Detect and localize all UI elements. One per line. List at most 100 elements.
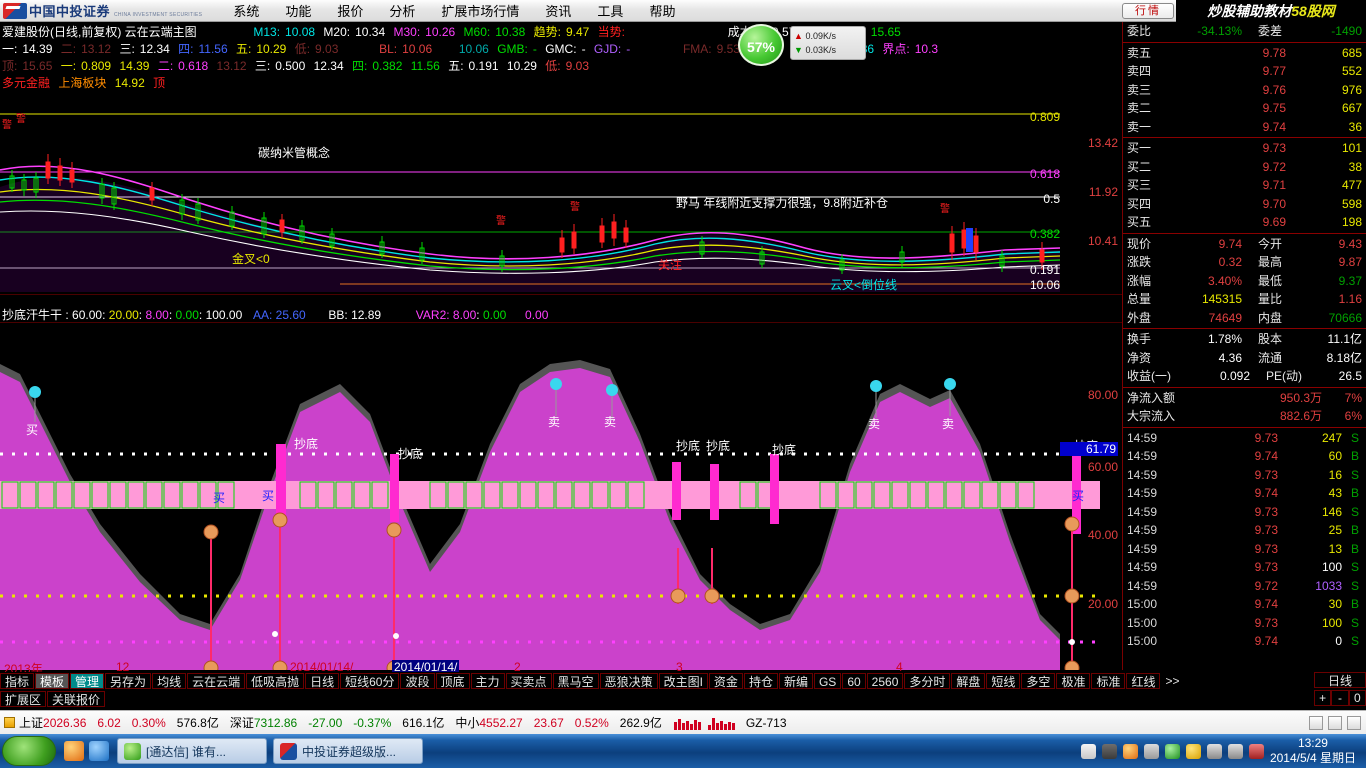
- float-label: 流通: [1258, 350, 1283, 365]
- quote-button[interactable]: 行情: [1122, 3, 1174, 19]
- ask-level-2[interactable]: 卖二 9.75 667: [1123, 99, 1366, 118]
- start-button[interactable]: [2, 736, 56, 766]
- indicator-toolbar-row-1[interactable]: 指标 模板 管理 另存为 均线 云在云端 低吸高抛 日线 短线60分 波段 顶底…: [0, 672, 1180, 689]
- toolbar-btn-shortline[interactable]: 短线: [986, 672, 1021, 689]
- toolbar-btn-analysis[interactable]: 解盘: [951, 672, 986, 689]
- toolbar-btn-more[interactable]: >>: [1165, 673, 1180, 688]
- toolbar-btn-changemain[interactable]: 改主图I: [658, 672, 708, 689]
- ask-level-4[interactable]: 卖四 9.77 552: [1123, 62, 1366, 81]
- toolbar-btn-linkedquote[interactable]: 关联报价: [47, 690, 106, 707]
- period-plus-button[interactable]: +: [1314, 690, 1332, 706]
- quick-launch-bar[interactable]: [64, 741, 109, 761]
- period-minus-button[interactable]: -: [1331, 690, 1349, 706]
- toolbar-btn-indicator[interactable]: 指标: [0, 672, 35, 689]
- toolbar-btn-funds[interactable]: 资金: [708, 672, 743, 689]
- toolbar-btn-saveas[interactable]: 另存为: [105, 672, 152, 689]
- network-percent-badge[interactable]: 57%: [738, 24, 784, 66]
- index-0-name[interactable]: 上证: [19, 716, 44, 730]
- index-1-name[interactable]: 深证: [229, 716, 254, 730]
- toolbar-btn-standard[interactable]: 标准: [1091, 672, 1126, 689]
- tray-input-method-icon[interactable]: [1248, 743, 1264, 759]
- status-user-icon[interactable]: [1328, 715, 1342, 730]
- toolbar-btn-2560[interactable]: 2560: [866, 672, 904, 689]
- menu-item-function[interactable]: 功能: [285, 4, 312, 19]
- toolbar-btn-redline[interactable]: 红线: [1126, 672, 1161, 689]
- toolbar-btn-mainforce[interactable]: 主力: [470, 672, 505, 689]
- toolbar-btn-swing[interactable]: 波段: [400, 672, 435, 689]
- menu-item-system[interactable]: 系统: [233, 4, 260, 19]
- quicklaunch-media-icon[interactable]: [89, 741, 109, 761]
- toolbar-btn-daily[interactable]: 日线: [305, 672, 340, 689]
- toolbar-btn-buylow[interactable]: 低吸高抛: [246, 672, 305, 689]
- period-selector[interactable]: 日线 + - 0: [1314, 672, 1366, 708]
- toolbar-btn-newedit[interactable]: 新编: [778, 672, 813, 689]
- toolbar-btn-buysellpoint[interactable]: 买卖点: [505, 672, 552, 689]
- index-2-name[interactable]: 中小: [455, 716, 480, 730]
- toolbar-btn-60[interactable]: 60: [842, 672, 866, 689]
- toolbar-btn-short60[interactable]: 短线60分: [340, 672, 400, 689]
- period-label[interactable]: 日线: [1314, 672, 1366, 688]
- ask-level-1[interactable]: 卖一 9.74 36: [1123, 118, 1366, 137]
- sub-var2-0: 8.00: [452, 308, 477, 322]
- toolbar-btn-gs[interactable]: GS: [813, 672, 842, 689]
- bid-level-2[interactable]: 买二 9.72 38: [1123, 158, 1366, 177]
- bid-level-3[interactable]: 买三 9.71 477: [1123, 176, 1366, 195]
- tray-volume-icon[interactable]: [1227, 743, 1243, 759]
- market-minibars-icon: [673, 716, 735, 730]
- tray-antivirus-icon[interactable]: [1185, 743, 1201, 759]
- indicator-toolbar-row-2[interactable]: 扩展区 关联报价: [0, 690, 1122, 707]
- status-lock-icon[interactable]: [1309, 715, 1323, 730]
- bid-level-1[interactable]: 买一 9.73 101: [1123, 139, 1366, 158]
- menu-item-news[interactable]: 资讯: [545, 4, 572, 19]
- bid-level-4[interactable]: 买四 9.70 598: [1123, 195, 1366, 214]
- tray-chart-icon[interactable]: [1143, 743, 1159, 759]
- taskbar-clock[interactable]: 13:29 2014/5/4 星期日: [1270, 736, 1360, 766]
- tray-shield-icon[interactable]: [1164, 743, 1180, 759]
- quicklaunch-browser-icon[interactable]: [64, 741, 84, 761]
- toolbar-btn-darkhorse[interactable]: 黑马空: [552, 672, 599, 689]
- menu-item-extended-market[interactable]: 扩展市场行情: [441, 4, 520, 19]
- date-tick-3: 2: [514, 660, 521, 674]
- bid-level-5[interactable]: 买五 9.69 198: [1123, 213, 1366, 232]
- ask-level-3[interactable]: 卖三 9.76 976: [1123, 81, 1366, 100]
- toolbar-btn-template[interactable]: 模板: [35, 672, 70, 689]
- toolbar-btn-position[interactable]: 持仓: [743, 672, 778, 689]
- menu-item-quote[interactable]: 报价: [337, 4, 364, 19]
- tray-notes-icon[interactable]: [1080, 743, 1096, 759]
- menu-item-help[interactable]: 帮助: [649, 4, 676, 19]
- menu-item-tools[interactable]: 工具: [597, 4, 624, 19]
- tray-network-icon[interactable]: [1206, 743, 1222, 759]
- tick-row: 14:59 9.74 43 B: [1123, 484, 1366, 503]
- tick-price: 9.74: [1254, 597, 1278, 611]
- sub-aa-label: AA: 25.60: [252, 308, 306, 322]
- ma-13-label: M13:: [253, 25, 281, 39]
- toolbar-btn-extendedarea[interactable]: 扩展区: [0, 690, 47, 707]
- taskbar-window-button-1[interactable]: [通达信] 谁有...: [117, 738, 267, 764]
- toolbar-btn-topbottom[interactable]: 顶底: [435, 672, 470, 689]
- tray-network-small-icon[interactable]: [1101, 743, 1117, 759]
- fib-3-price: 12.34: [313, 59, 344, 73]
- axis-fib-050: 0.5: [1043, 192, 1060, 206]
- toolbar-btn-precise[interactable]: 极准: [1056, 672, 1091, 689]
- svg-text:卖: 卖: [604, 415, 616, 429]
- menu-item-analysis[interactable]: 分析: [389, 4, 416, 19]
- ask-level-5[interactable]: 卖五 9.78 685: [1123, 44, 1366, 63]
- toolbar-btn-cloud[interactable]: 云在云端: [187, 672, 246, 689]
- toolbar-btn-longshort[interactable]: 多空: [1021, 672, 1056, 689]
- tick-price: 9.73: [1254, 504, 1278, 519]
- chart-pane[interactable]: 爱建股份(日线,前复权) 云在云端主图 M13: 10.08 M20: 10.34 …: [0, 22, 1122, 670]
- weicha-value: -1490: [1331, 24, 1362, 38]
- ma-30-label: M30:: [393, 25, 421, 39]
- tick-time: 14:59: [1127, 523, 1158, 537]
- index-2-amount: 262.9亿: [619, 716, 662, 730]
- taskbar-window-button-2[interactable]: 中投证券超级版...: [273, 738, 423, 764]
- toolbar-btn-ma[interactable]: 均线: [152, 672, 187, 689]
- status-settings-icon[interactable]: [1347, 715, 1361, 730]
- tray-firefox-icon[interactable]: [1122, 743, 1138, 759]
- toolbar-btn-wolfstrategy[interactable]: 恶狼决策: [599, 672, 658, 689]
- toolbar-btn-multitime[interactable]: 多分时: [904, 672, 951, 689]
- period-zero-button[interactable]: 0: [1348, 690, 1366, 706]
- price-chart-canvas[interactable]: 警警 警警 警: [0, 92, 1122, 302]
- toolbar-btn-manage[interactable]: 管理: [70, 672, 105, 689]
